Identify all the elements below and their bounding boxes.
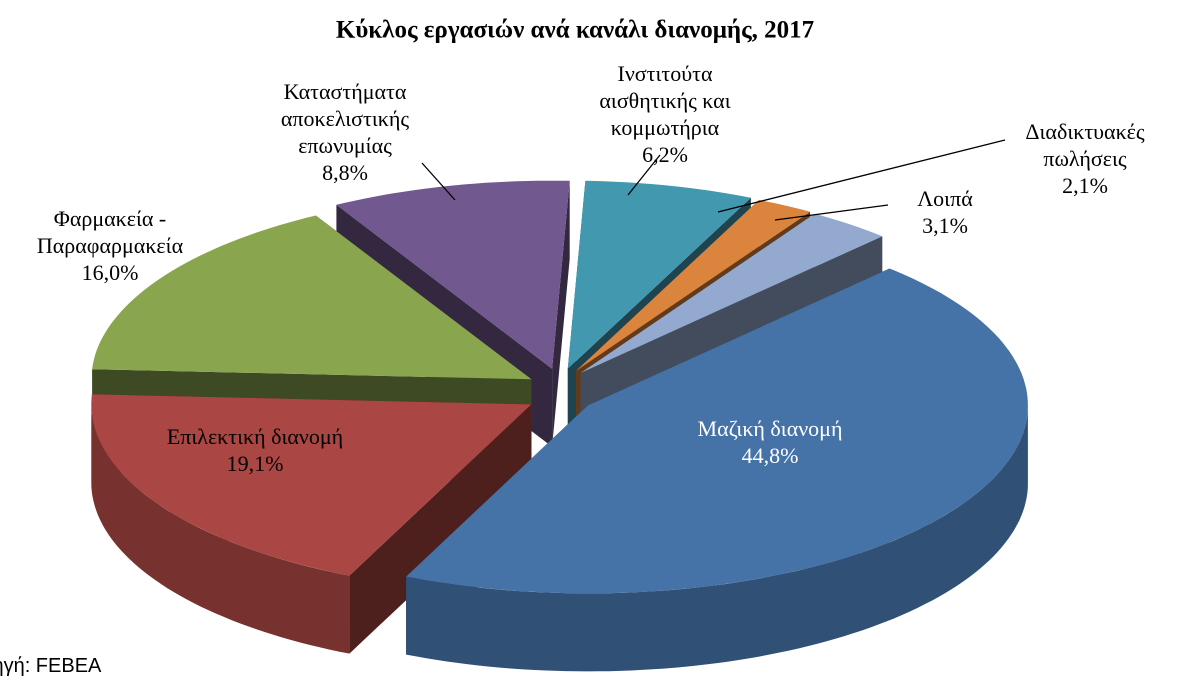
data-label: Επιλεκτική διανομή 19,1% (115, 423, 395, 477)
category-label: Μαζική διανομή (697, 416, 843, 441)
slice-side (91, 404, 350, 654)
value-label: 6,2% (642, 142, 688, 167)
slice (567, 180, 751, 369)
leader-line (717, 139, 1006, 213)
chart-title: Κύκλος εργασιών ανά κανάλι διανομής, 201… (336, 17, 814, 44)
value-label: 8,8% (322, 160, 368, 185)
category-label: Επιλεκτική διανομή (166, 424, 344, 449)
category-label: Φαρμακεία - Παραφαρμακεία (36, 206, 184, 258)
category-label: Διαδικτυακές πωλήσεις (1025, 119, 1145, 171)
category-label: Λοιπά (917, 186, 973, 211)
source-note: Πηγή: FEBEA (0, 655, 102, 677)
pie (91, 180, 1028, 672)
value-label: 2,1% (1062, 173, 1108, 198)
slice (576, 199, 811, 371)
data-label: Ινστιτούτα αισθητικής και κομμωτήρια 6,2% (570, 60, 760, 168)
value-label: 3,1% (922, 213, 968, 238)
labels: Ινστιτούτα αισθητικής και κομμωτήρια6,2%… (10, 60, 1170, 477)
leader-line (421, 162, 456, 201)
data-label: Διαδικτυακές πωλήσεις 2,1% (1000, 118, 1170, 199)
category-label: Καταστήματα αποκελιστικής επωνυμίας (280, 79, 410, 158)
slice (91, 394, 532, 576)
slice (336, 180, 570, 369)
data-label: Καταστήματα αποκελιστικής επωνυμίας 8,8% (250, 78, 440, 186)
value-label: 44,8% (741, 443, 799, 468)
slice (92, 215, 532, 380)
slice-face (552, 180, 570, 447)
value-label: 19,1% (226, 451, 284, 476)
leader-line (774, 204, 889, 221)
slice (406, 268, 1028, 594)
slice (580, 213, 883, 373)
slice-side (406, 405, 1028, 672)
leader-line (627, 154, 661, 196)
data-label: Λοιπά 3,1% (895, 185, 995, 239)
data-label: Φαρμακεία - Παραφαρμακεία 16,0% (10, 205, 210, 286)
data-label: Μαζική διανομή 44,8% (640, 415, 900, 469)
category-label: Ινστιτούτα αισθητικής και κομμωτήρια (599, 61, 731, 140)
value-label: 16,0% (81, 260, 139, 285)
